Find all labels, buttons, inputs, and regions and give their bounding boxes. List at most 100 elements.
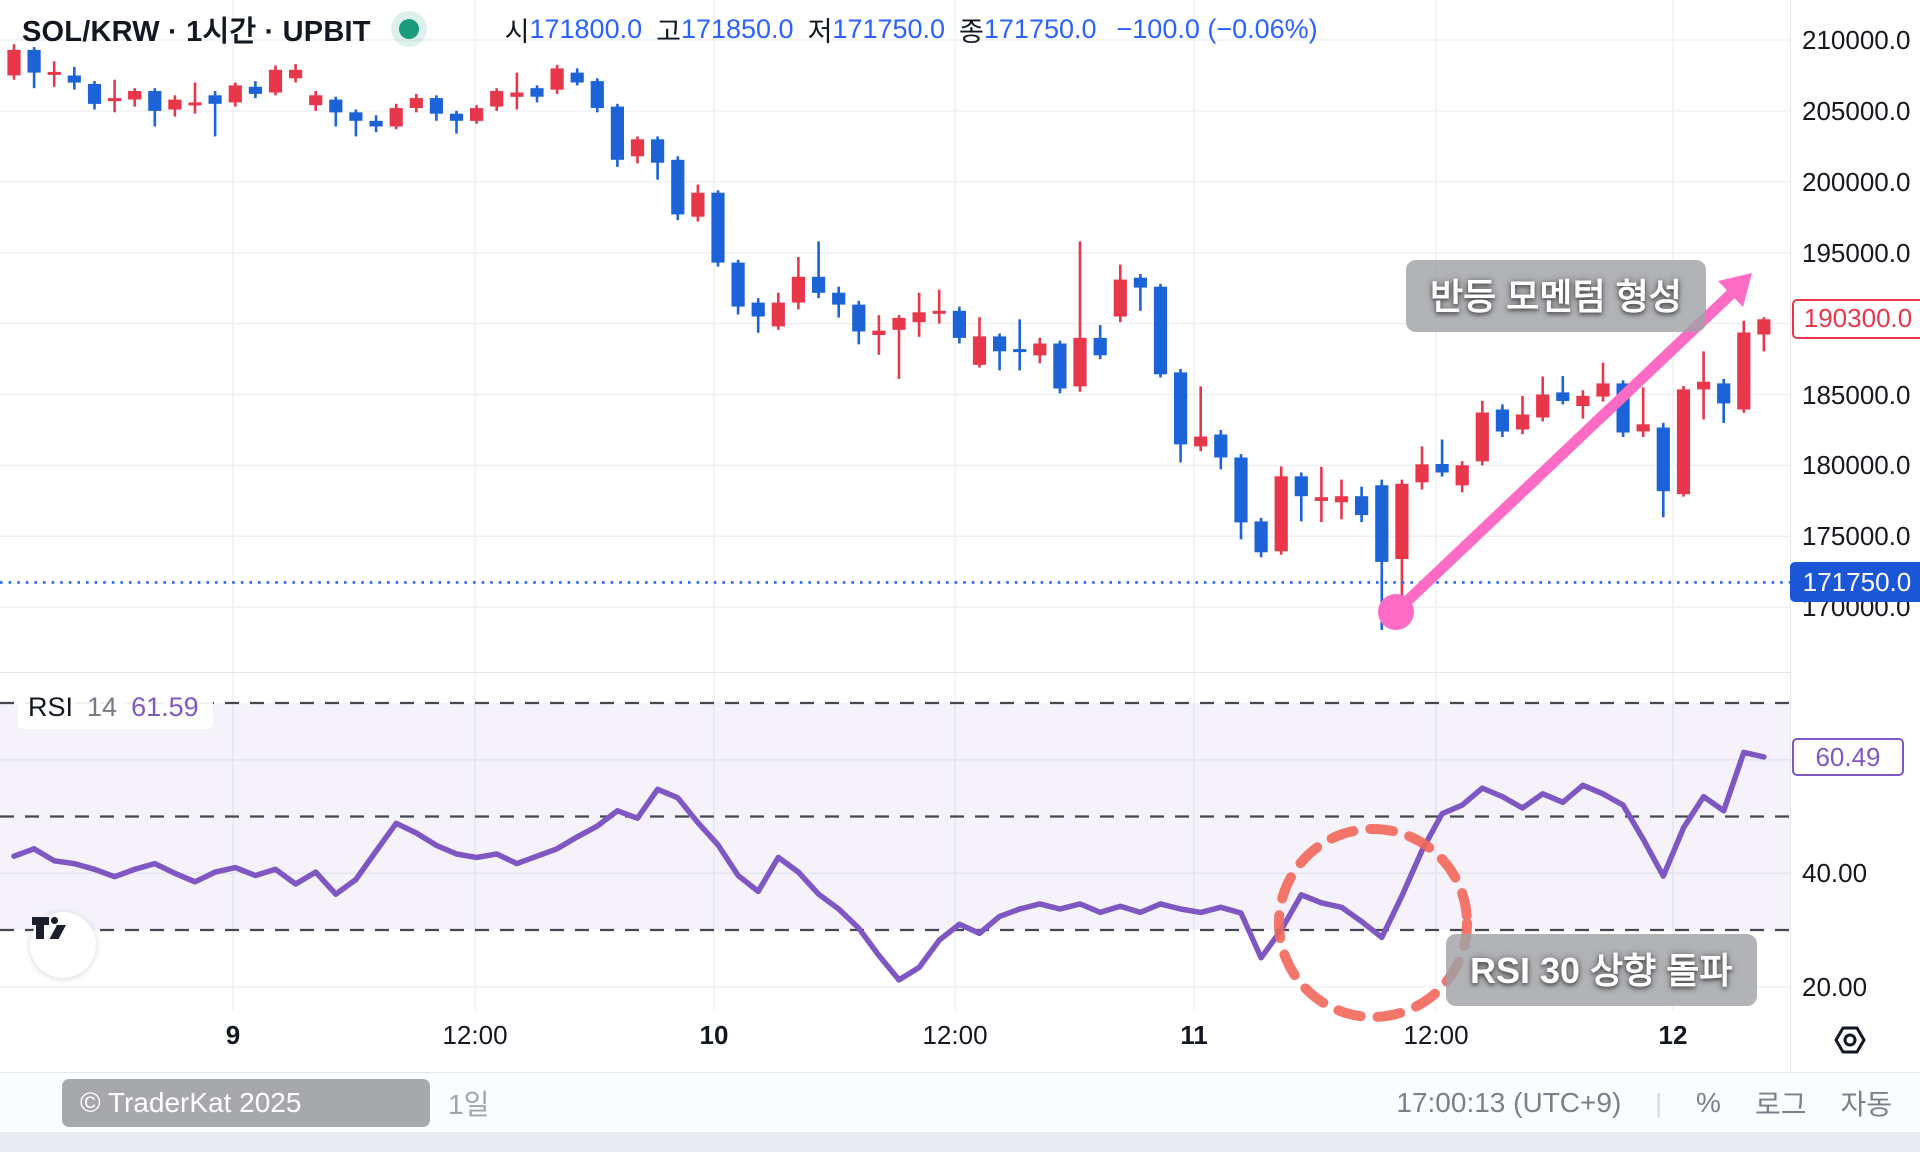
- market-status-icon[interactable]: [398, 19, 419, 39]
- high-value: 171850.0: [680, 13, 794, 44]
- open-label: 시: [504, 16, 530, 47]
- candle-body: [590, 81, 604, 108]
- candle-body: [1174, 372, 1188, 445]
- time-axis-label: 9: [225, 1020, 241, 1050]
- candle-body: [490, 91, 504, 107]
- candle-body: [711, 192, 725, 263]
- candle-body: [791, 276, 805, 303]
- candle-body: [7, 49, 21, 76]
- candle-body: [87, 84, 102, 104]
- rsi-legend[interactable]: RSI 14 61.59: [18, 688, 213, 729]
- tradingview-logo[interactable]: [30, 912, 96, 978]
- candle-body: [1596, 383, 1610, 397]
- close-label: 종: [959, 16, 984, 47]
- candle-body: [651, 139, 665, 163]
- candle-body: [972, 336, 987, 365]
- ohlc-values: 시 171800.0 고 171850.0 저 171750.0 종 171750.0 …: [505, 10, 1318, 49]
- candle-body: [993, 336, 1007, 352]
- candle-body: [309, 95, 323, 106]
- tradingview-logo-icon: [32, 916, 66, 939]
- candle-body: [470, 108, 484, 121]
- last-close-price-badge: 190300.0: [1792, 299, 1920, 340]
- price-axis-label: 200000.0: [1802, 166, 1911, 197]
- candle-body: [1113, 279, 1127, 317]
- candle-body: [429, 98, 443, 114]
- candle-body: [248, 86, 262, 94]
- price-axis-label: 195000.0: [1802, 237, 1911, 268]
- price-axis-label: 210000.0: [1802, 25, 1911, 55]
- candle-body: [1616, 383, 1630, 433]
- candle-body: [1355, 496, 1369, 516]
- candle-body: [1314, 497, 1328, 501]
- price-axis-label: 205000.0: [1802, 95, 1911, 126]
- candle-body: [892, 317, 906, 330]
- momentum-annotation-label: 반등 모멘텀 형성: [1406, 260, 1706, 332]
- candle-body: [1516, 414, 1530, 430]
- candle-body: [1073, 337, 1087, 387]
- auto-scale-button[interactable]: 자동: [1840, 1089, 1892, 1120]
- candle-body: [530, 88, 544, 97]
- candle-body: [1717, 383, 1731, 404]
- candle-body: [1757, 319, 1771, 335]
- gear-icon: [1834, 1026, 1866, 1054]
- candle-body: [1415, 464, 1429, 483]
- candle-body: [1435, 464, 1449, 473]
- candle-body: [550, 68, 564, 90]
- candle-body: [1636, 424, 1650, 432]
- candle-body: [1194, 436, 1208, 447]
- time-axis[interactable]: [0, 1010, 1920, 1072]
- high-label: 고: [656, 16, 681, 47]
- clock[interactable]: 17:00:13 (UTC+9): [1396, 1087, 1622, 1118]
- candle-body: [1153, 286, 1168, 375]
- time-axis-label: 12:00: [922, 1020, 988, 1050]
- candle-body: [510, 92, 524, 97]
- time-axis-label: 12: [1658, 1020, 1688, 1050]
- rsi-value-badge: 60.49: [1792, 737, 1904, 776]
- candle-body: [610, 106, 624, 160]
- range-button[interactable]: 1일: [448, 1089, 490, 1120]
- candle-body: [1254, 521, 1268, 553]
- chart-canvas[interactable]: [0, 0, 1790, 1010]
- candle-body: [67, 75, 81, 83]
- price-axis-label: 175000.0: [1802, 521, 1911, 552]
- watermark: © TraderKat 2025: [62, 1079, 430, 1127]
- candle-body: [872, 330, 886, 335]
- log-scale-button[interactable]: 로그: [1754, 1089, 1807, 1120]
- candle-body: [1133, 277, 1147, 288]
- candle-body: [27, 49, 41, 73]
- candle-body: [349, 112, 363, 121]
- candle-body: [1495, 409, 1509, 432]
- candle-body: [389, 108, 403, 127]
- price-axis[interactable]: [1790, 0, 1920, 1072]
- time-axis-label: 10: [699, 1020, 729, 1050]
- candle-body: [1737, 332, 1751, 410]
- candle-body: [128, 91, 142, 100]
- rsi-line: [11, 749, 1767, 983]
- pane-divider[interactable]: [0, 672, 1790, 673]
- bottom-strip: [0, 1132, 1920, 1152]
- candle-body: [1375, 485, 1389, 562]
- time-axis-label: 11: [1180, 1020, 1208, 1050]
- candle-body: [1676, 389, 1691, 495]
- rsi-last-value: 61.59: [131, 692, 199, 722]
- candle-body: [369, 120, 383, 127]
- candle-body: [832, 292, 846, 305]
- rsi-annotation-label: RSI 30 상향 돌파: [1446, 934, 1757, 1006]
- low-label: 저: [807, 16, 833, 47]
- candle-body: [1656, 427, 1670, 492]
- candle-body: [691, 192, 705, 217]
- candle-body: [1475, 412, 1489, 462]
- candle-body: [1274, 476, 1288, 552]
- axis-settings-button[interactable]: [1830, 1020, 1870, 1060]
- candle-body: [1576, 395, 1590, 406]
- symbol-title[interactable]: SOL/KRW · 1시간 · UPBIT: [22, 16, 371, 48]
- time-axis-label: 12:00: [1403, 1020, 1469, 1050]
- candle-body: [268, 69, 283, 93]
- candle-body: [751, 302, 765, 317]
- percent-scale-button[interactable]: %: [1696, 1087, 1721, 1118]
- candle-body: [1053, 343, 1067, 389]
- close-value: 171750.0: [983, 13, 1097, 44]
- candle-body: [671, 159, 685, 215]
- candle-body: [1556, 392, 1570, 401]
